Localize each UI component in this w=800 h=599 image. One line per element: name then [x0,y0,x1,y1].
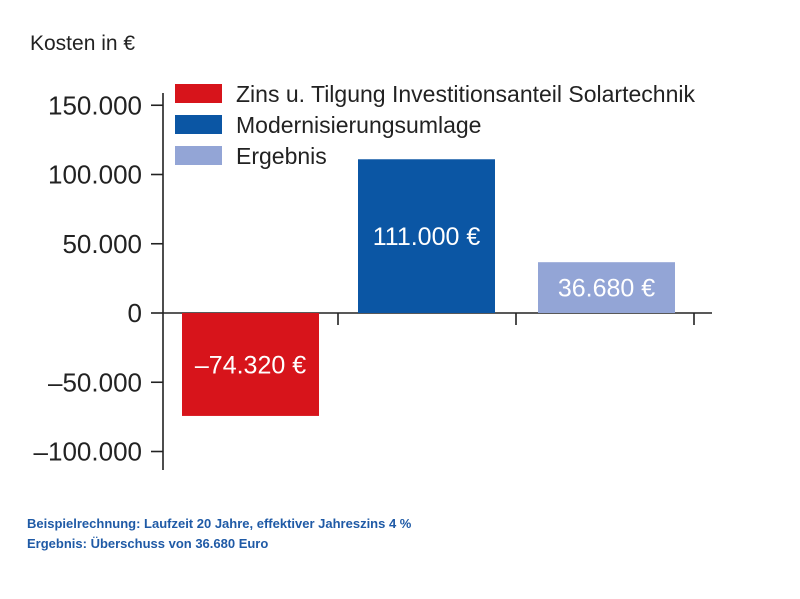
bars: –74.320 € 111.000 € 36.680 € [182,159,675,416]
legend-swatch [175,146,222,165]
legend-label: Zins u. Tilgung Investitionsanteil Solar… [236,81,695,107]
footnote-result: Ergebnis: Überschuss von 36.680 Euro [27,536,269,551]
y-tick-label: 150.000 [48,90,142,120]
legend-label: Modernisierungsumlage [236,112,481,138]
legend-swatch [175,84,222,103]
y-tick-label: 0 [128,298,142,328]
bar-2 [358,159,495,313]
y-axis-label: Kosten in € [30,32,135,55]
footnote-calculation: Beispielrechnung: Laufzeit 20 Jahre, eff… [27,516,412,531]
axes: 150.000 100.000 50.000 0 –50.000 –100.000 [34,90,712,470]
bar-data-label: 36.680 € [558,275,655,303]
bar-1 [182,313,319,416]
legend-label: Ergebnis [236,143,327,169]
legend-swatch [175,115,222,134]
bar-3 [538,262,675,313]
y-tick-label: –100.000 [34,437,142,467]
bar-data-label: –74.320 € [195,351,306,379]
y-tick-label: –50.000 [48,367,142,397]
y-tick-label: 100.000 [48,160,142,190]
legend: Zins u. Tilgung Investitionsanteil Solar… [175,81,695,169]
bar-data-label: 111.000 € [373,223,481,251]
y-tick-label: 50.000 [62,229,142,259]
